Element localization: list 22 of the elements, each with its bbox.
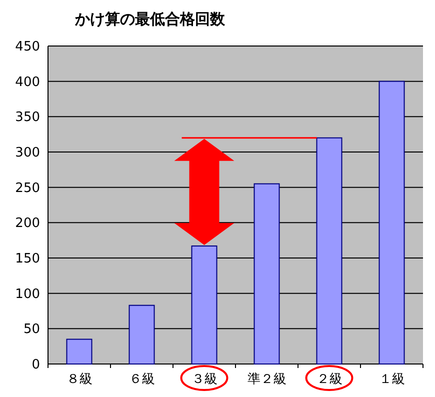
- bar: [128, 304, 155, 364]
- y-tick-label: 250: [15, 180, 40, 196]
- y-tick-label: 0: [32, 358, 40, 373]
- x-tick-label: ３級: [191, 372, 218, 387]
- chart-title: かけ算の最低合格回数: [74, 10, 226, 28]
- bar: [378, 80, 405, 364]
- x-tick-label: ８級: [66, 372, 92, 387]
- y-tick-label: 50: [23, 322, 40, 338]
- y-tick-label: 200: [15, 216, 40, 232]
- y-tick-label: 400: [15, 74, 40, 90]
- y-tick-label: 100: [15, 286, 40, 302]
- y-tick-label: 350: [15, 110, 40, 126]
- x-tick-label: １級: [378, 372, 405, 387]
- y-tick-label: 450: [15, 40, 40, 55]
- y-tick-label: 300: [15, 146, 40, 161]
- bar: [254, 183, 280, 364]
- x-tick-label: 準２級: [247, 372, 286, 387]
- x-tick-label: ６級: [128, 372, 155, 387]
- x-tick-label: ２級: [316, 372, 342, 387]
- y-tick-label: 150: [15, 252, 40, 267]
- bar: [316, 137, 342, 364]
- bar: [66, 338, 92, 364]
